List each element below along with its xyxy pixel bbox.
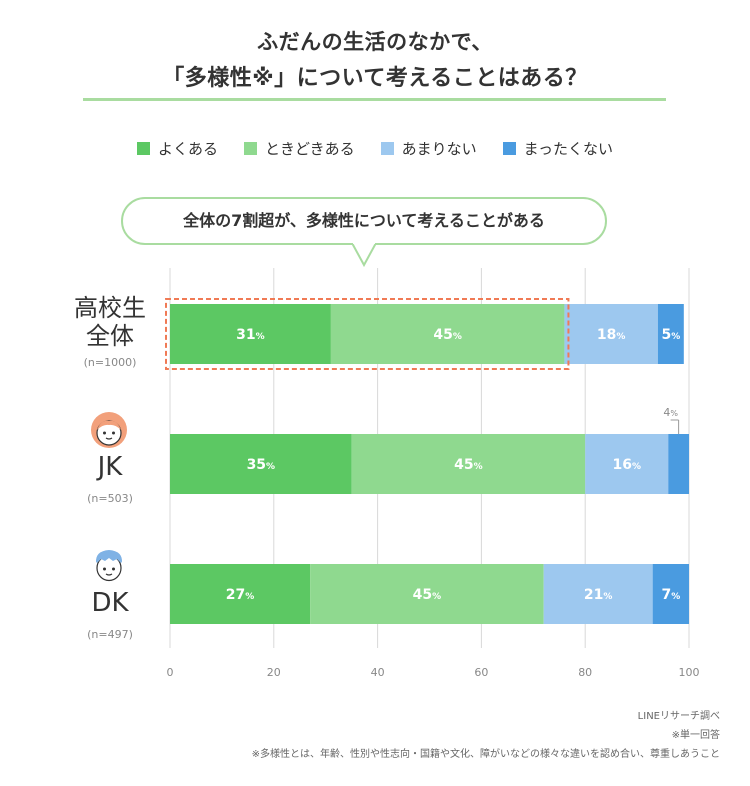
bar-never-2 bbox=[652, 564, 689, 624]
footnote-source: LINEリサーチ調べ bbox=[637, 711, 720, 722]
highlight-positive-box bbox=[165, 298, 570, 370]
bar-rarely-2 bbox=[543, 564, 653, 624]
girl-face-icon bbox=[91, 412, 127, 448]
legend-label-sometimes: ときどきある bbox=[265, 140, 355, 158]
bar-never-1 bbox=[668, 434, 689, 494]
bar-rarely-0 bbox=[564, 304, 658, 364]
boy-face-icon bbox=[95, 550, 123, 582]
data-label-never-1: 4% bbox=[663, 406, 678, 419]
row-label-all-line1: 高校生 bbox=[74, 294, 146, 322]
row-label-dk: DK bbox=[91, 588, 129, 618]
x-tick-label-80: 80 bbox=[578, 666, 592, 679]
footnote-single: ※単一回答 bbox=[671, 730, 720, 741]
legend-swatch-sometimes bbox=[244, 142, 258, 155]
x-tick-label-100: 100 bbox=[679, 666, 700, 679]
footnote-definition: ※多様性とは、年齢、性別や性志向・国籍や文化、障がいなどの様々な違いを認め合い、… bbox=[251, 749, 720, 760]
row-label-all: 高校生 全体 bbox=[55, 294, 165, 350]
legend-swatch-never bbox=[502, 142, 516, 155]
n-label-all: (n=1000) bbox=[83, 356, 137, 369]
x-tick-label-40: 40 bbox=[371, 666, 385, 679]
bar-often-1 bbox=[170, 434, 352, 494]
bar-sometimes-1 bbox=[351, 434, 586, 494]
chart-title-line1: ふだんの生活のなかで、 bbox=[257, 30, 493, 54]
title-underline bbox=[83, 98, 666, 101]
callout-bubble: 全体の7割超が、多様性について考えることがある bbox=[121, 197, 607, 245]
row-label-jk: JK bbox=[97, 452, 123, 482]
bar-sometimes-0 bbox=[330, 304, 565, 364]
legend-item-often: よくある bbox=[137, 138, 218, 159]
bar-never-0 bbox=[657, 304, 684, 364]
legend-item-rarely: あまりない bbox=[380, 138, 477, 159]
n-label-dk: (n=497) bbox=[87, 628, 133, 641]
legend-item-sometimes: ときどきある bbox=[244, 138, 355, 159]
legend-label-never: まったくない bbox=[523, 140, 613, 158]
n-label-jk: (n=503) bbox=[87, 492, 133, 505]
row-label-all-line2: 全体 bbox=[86, 322, 134, 350]
legend-label-rarely: あまりない bbox=[401, 140, 477, 158]
bar-rarely-1 bbox=[585, 434, 669, 494]
x-tick-label-0: 0 bbox=[167, 666, 174, 679]
chart-title-line2: 「多様性※」について考えることはある？ bbox=[162, 66, 588, 91]
callout-tail bbox=[351, 243, 377, 268]
legend: よくある ときどきある あまりない まったくない bbox=[0, 138, 750, 159]
legend-swatch-rarely bbox=[380, 142, 394, 155]
x-tick-label-60: 60 bbox=[474, 666, 488, 679]
legend-swatch-often bbox=[137, 142, 150, 155]
bar-sometimes-2 bbox=[310, 564, 544, 624]
bar-often-2 bbox=[170, 564, 311, 624]
bar-often-0 bbox=[170, 304, 331, 364]
legend-item-never: まったくない bbox=[502, 138, 613, 159]
legend-label-often: よくある bbox=[158, 140, 219, 158]
x-tick-label-20: 20 bbox=[267, 666, 281, 679]
